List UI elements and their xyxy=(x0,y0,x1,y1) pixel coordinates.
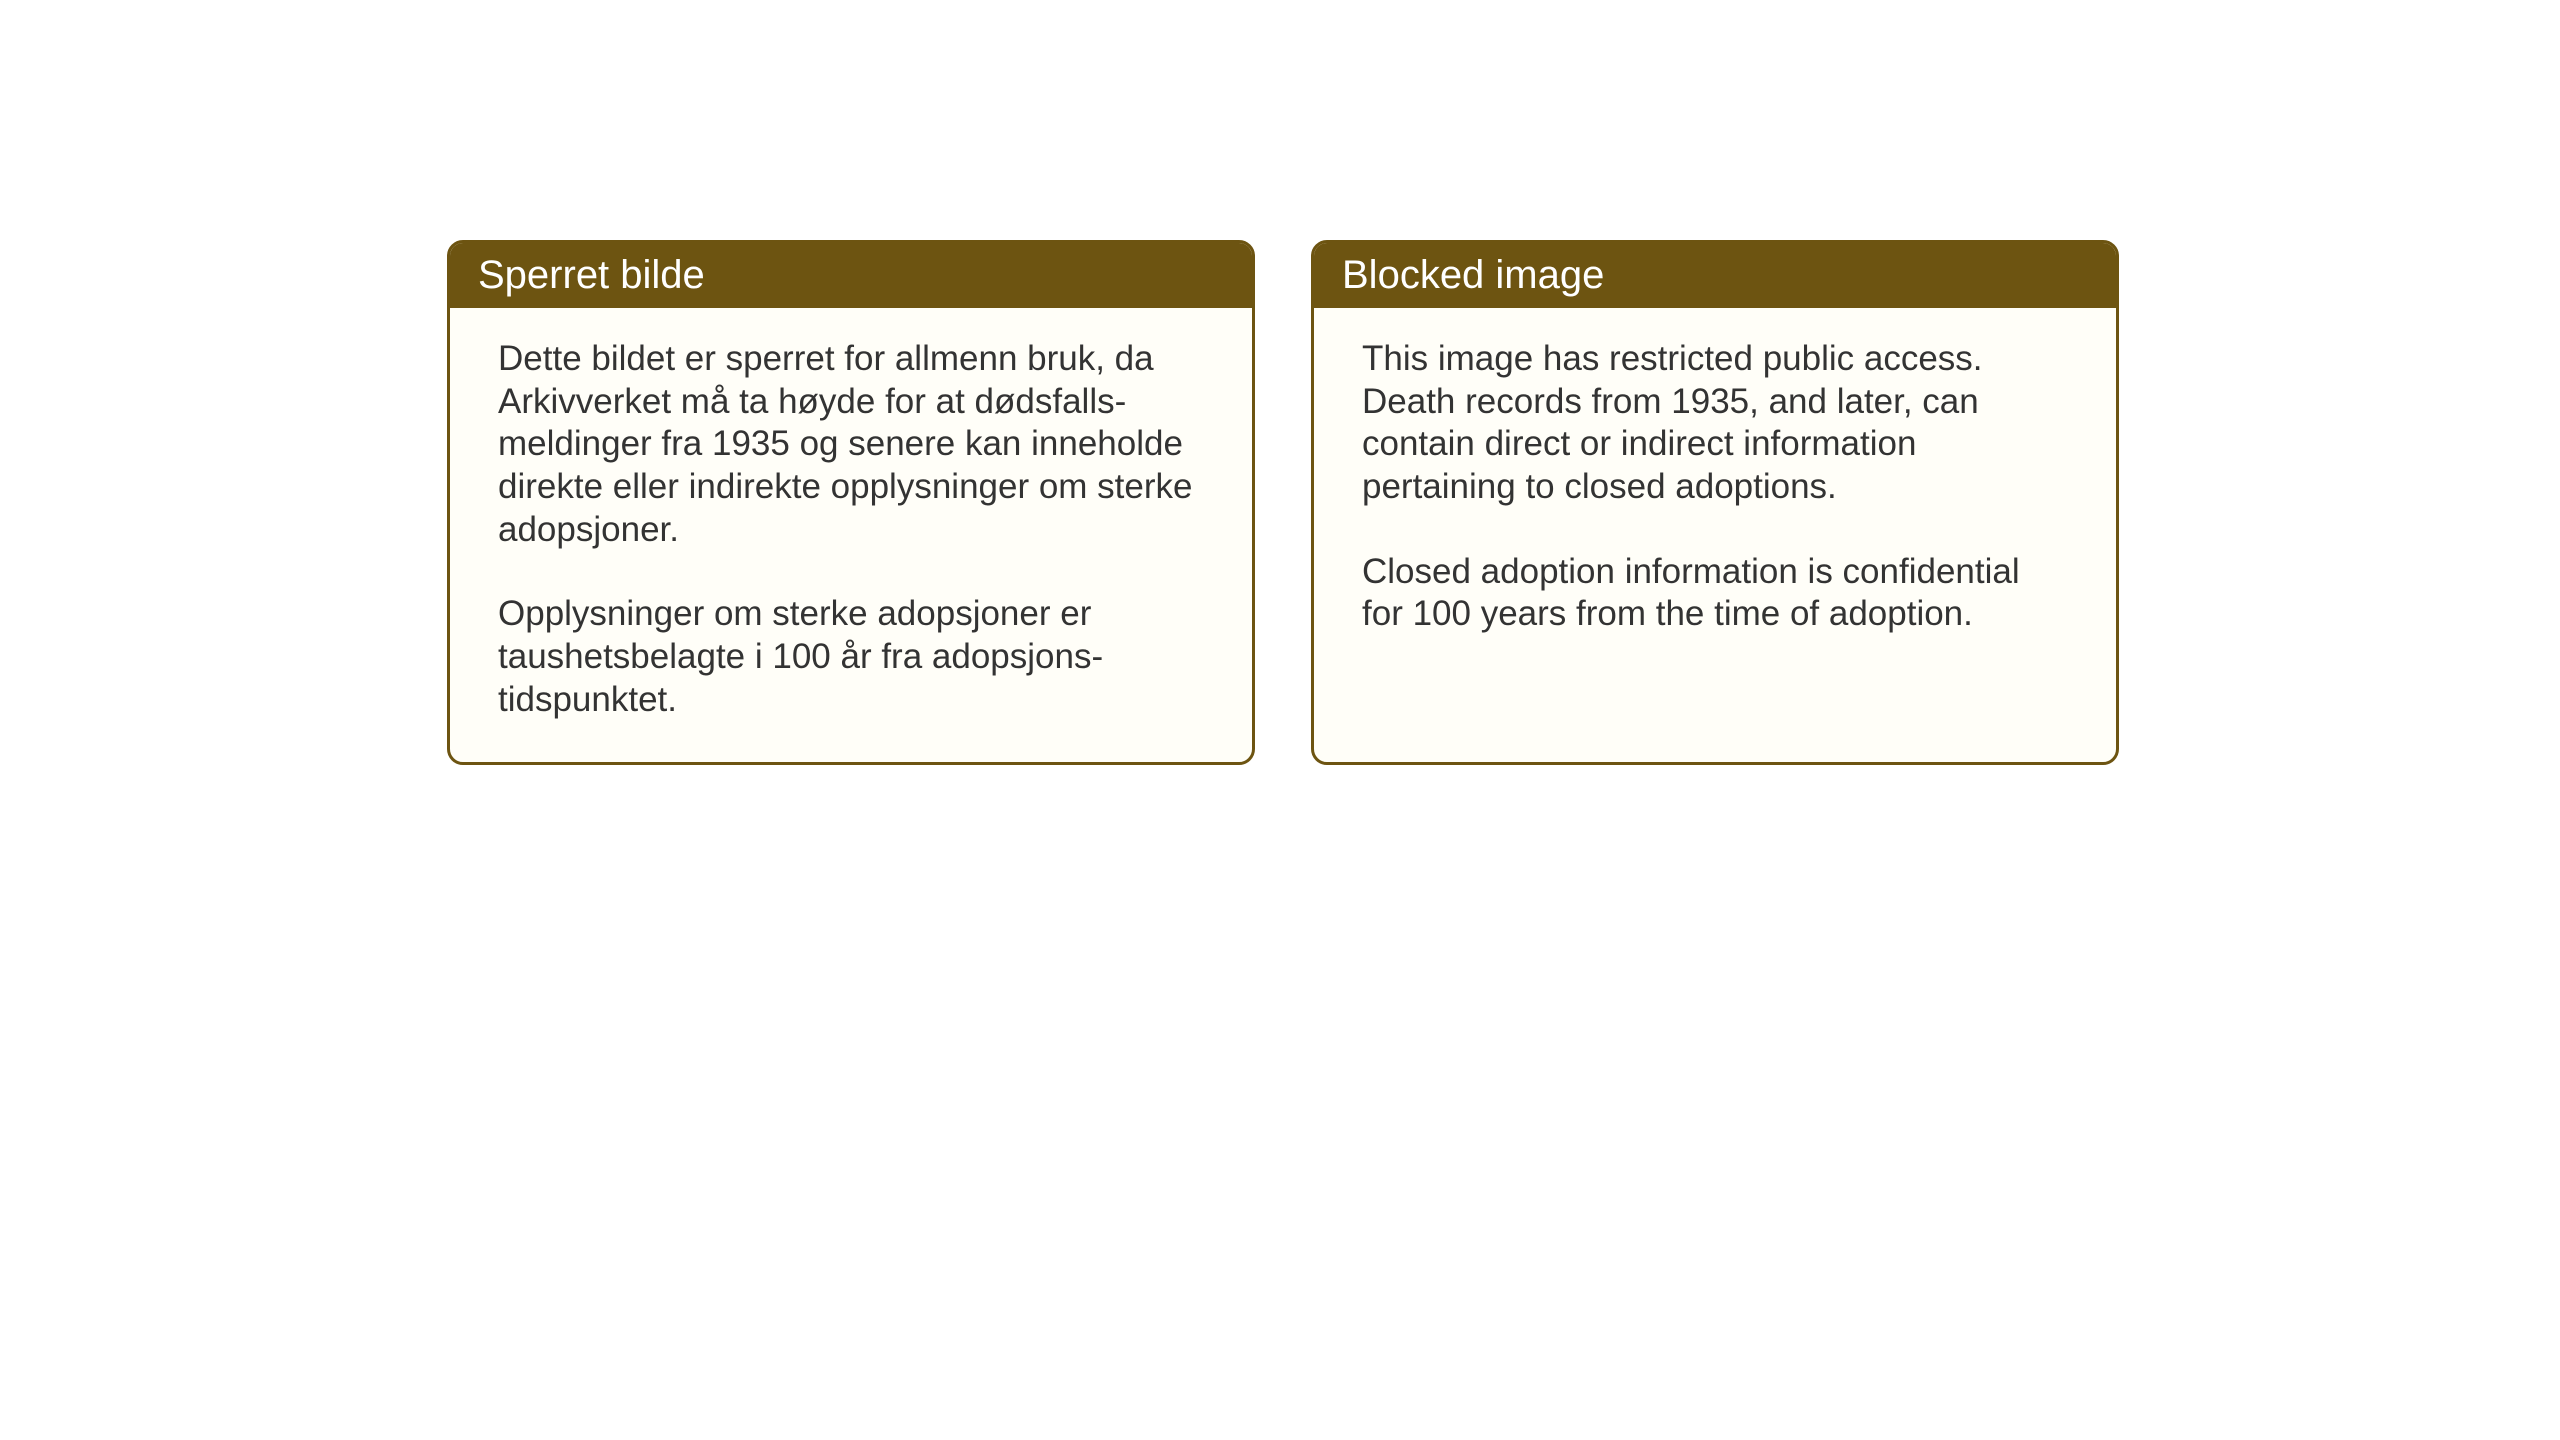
card-header-norwegian: Sperret bilde xyxy=(450,243,1252,308)
card-paragraph-2-english: Closed adoption information is confident… xyxy=(1362,551,2068,636)
card-paragraph-1-english: This image has restricted public access.… xyxy=(1362,338,2068,509)
card-body-english: This image has restricted public access.… xyxy=(1314,308,2116,676)
card-header-english: Blocked image xyxy=(1314,243,2116,308)
card-title-norwegian: Sperret bilde xyxy=(478,253,705,297)
card-paragraph-1-norwegian: Dette bildet er sperret for allmenn bruk… xyxy=(498,338,1204,551)
card-body-norwegian: Dette bildet er sperret for allmenn bruk… xyxy=(450,308,1252,762)
card-title-english: Blocked image xyxy=(1342,253,1604,297)
card-paragraph-2-norwegian: Opplysninger om sterke adopsjoner er tau… xyxy=(498,593,1204,721)
notice-card-norwegian: Sperret bilde Dette bildet er sperret fo… xyxy=(447,240,1255,765)
notice-card-english: Blocked image This image has restricted … xyxy=(1311,240,2119,765)
notice-container: Sperret bilde Dette bildet er sperret fo… xyxy=(447,240,2119,765)
